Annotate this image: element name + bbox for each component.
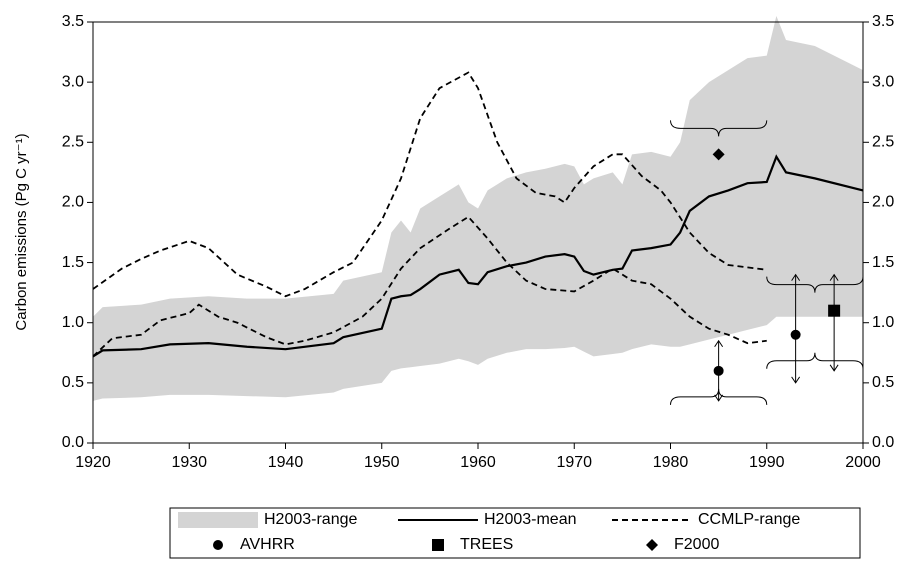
legend-label: H2003-range [264, 511, 358, 528]
error-arrowhead [714, 339, 724, 348]
legend-label: AVHRR [240, 536, 295, 553]
y-tick-label: 3.5 [62, 13, 84, 30]
y-tick-label: 3.0 [62, 73, 84, 90]
observation-point [713, 365, 724, 376]
x-tick-label: 2000 [845, 454, 881, 471]
legend-marker [646, 539, 658, 551]
legend-label: TREES [460, 536, 513, 553]
error-arrowhead [791, 273, 801, 281]
legend-label: H2003-mean [484, 511, 577, 528]
period-bracket [766, 352, 864, 369]
y-tick-label: 2.0 [62, 194, 84, 211]
range-area [93, 15, 863, 401]
y-tick-label: 0.0 [62, 434, 84, 451]
x-tick-label: 1970 [556, 454, 592, 471]
observation-point [790, 329, 801, 340]
x-tick-label: 1920 [75, 454, 111, 471]
y2-tick-label: 3.0 [872, 73, 894, 90]
y2-tick-label: 0.5 [872, 374, 894, 391]
y-tick-label: 1.5 [62, 254, 84, 271]
period-bracket [670, 388, 768, 405]
y-tick-label: 1.0 [62, 314, 84, 331]
x-tick-label: 1940 [268, 454, 304, 471]
x-tick-label: 1980 [653, 454, 689, 471]
period-bracket [670, 120, 768, 137]
range-line [92, 71, 767, 298]
legend-label: F2000 [674, 536, 719, 553]
legend-marker [432, 539, 444, 551]
y2-tick-label: 0.0 [872, 434, 894, 451]
observation-point [712, 148, 725, 161]
y-tick-label: 0.5 [62, 374, 84, 391]
y-axis-label: Carbon emissions (Pg C yr⁻¹) [13, 133, 30, 330]
y2-tick-label: 2.0 [872, 194, 894, 211]
error-arrowhead [829, 364, 839, 372]
legend-label: CCMLP-range [698, 511, 800, 528]
y2-tick-label: 1.5 [872, 254, 894, 271]
mean-line [92, 154, 864, 358]
range-line [92, 215, 767, 358]
error-arrowhead [714, 394, 724, 402]
x-tick-label: 1950 [364, 454, 400, 471]
y2-tick-label: 2.5 [872, 134, 894, 151]
x-tick-label: 1960 [460, 454, 496, 471]
legend-swatch [178, 512, 258, 528]
legend-marker [213, 540, 223, 550]
y-tick-label: 2.5 [62, 134, 84, 151]
x-tick-label: 1990 [749, 454, 785, 471]
error-arrowhead [829, 273, 839, 281]
y2-tick-label: 3.5 [872, 13, 894, 30]
observation-point [828, 304, 841, 317]
error-arrowhead [791, 376, 801, 384]
legend-box [169, 507, 861, 559]
x-tick-label: 1930 [171, 454, 207, 471]
y2-tick-label: 1.0 [872, 314, 894, 331]
